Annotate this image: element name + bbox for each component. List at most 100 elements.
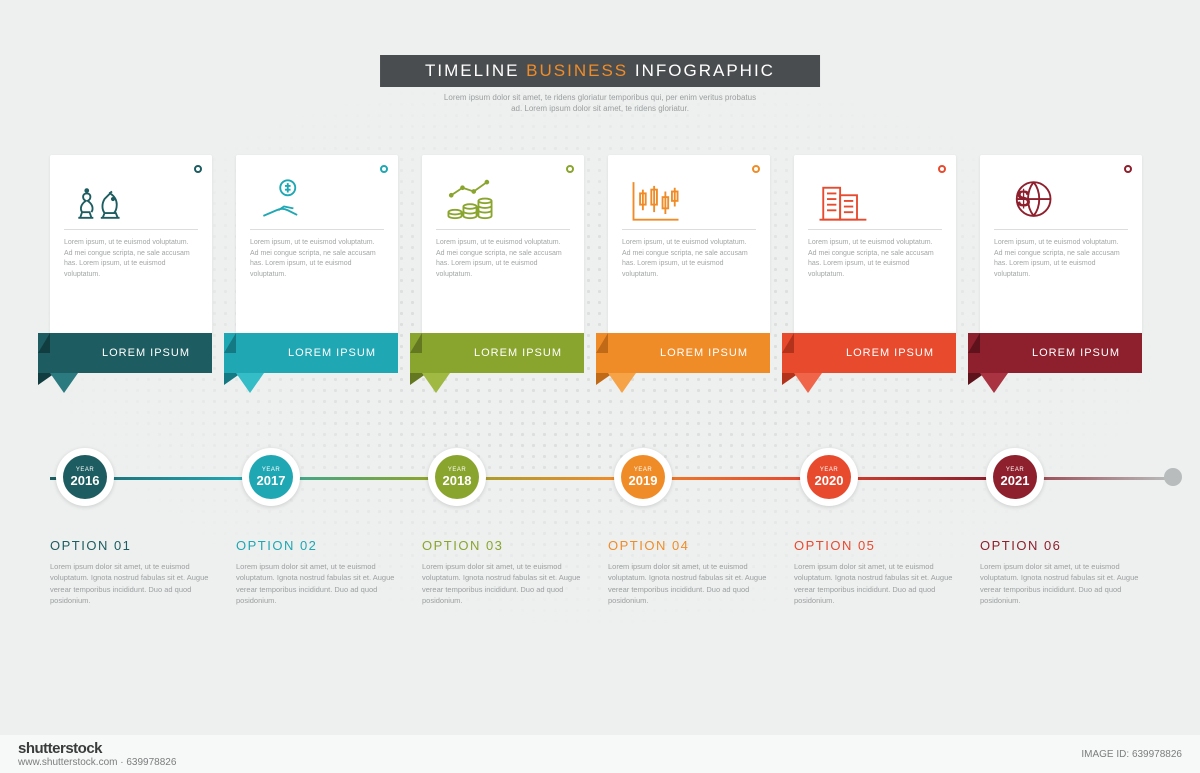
ribbon-flap bbox=[410, 333, 422, 353]
footer-brand: shutterstock bbox=[18, 740, 176, 757]
ribbon-tip bbox=[608, 373, 636, 393]
card-text: Lorem ipsum, ut te euismod voluptatum. A… bbox=[250, 238, 384, 280]
node-inner: YEAR 2019 bbox=[621, 455, 665, 499]
footer-site: www.shutterstock.com · 639978826 bbox=[18, 757, 176, 768]
card-corner-dot bbox=[1124, 165, 1132, 173]
ribbon-tip bbox=[236, 373, 264, 393]
node-inner: YEAR 2021 bbox=[993, 455, 1037, 499]
hand-icon bbox=[254, 173, 314, 225]
ribbon-main: LOREM IPSUM bbox=[224, 333, 398, 373]
card-corner-dot bbox=[566, 165, 574, 173]
ribbon-flap bbox=[596, 333, 608, 353]
chess-icon bbox=[68, 173, 128, 225]
ribbon: LOREM IPSUM bbox=[794, 333, 956, 393]
ribbon: LOREM IPSUM bbox=[980, 333, 1142, 393]
footer-image-id: 639978826 bbox=[1132, 749, 1182, 760]
node-inner: YEAR 2020 bbox=[807, 455, 851, 499]
card-corner-dot bbox=[380, 165, 388, 173]
ribbon-tip bbox=[422, 373, 450, 393]
card-divider bbox=[436, 229, 570, 230]
timeline-node-4: YEAR 2019 bbox=[608, 448, 770, 506]
node-outer: YEAR 2021 bbox=[986, 448, 1044, 506]
ribbon: LOREM IPSUM bbox=[236, 333, 398, 393]
ribbon-tip bbox=[50, 373, 78, 393]
card-divider bbox=[250, 229, 384, 230]
ribbon: LOREM IPSUM bbox=[608, 333, 770, 393]
option-2: OPTION 02 Lorem ipsum dolor sit amet, ut… bbox=[236, 538, 398, 606]
card-5: Lorem ipsum, ut te euismod voluptatum. A… bbox=[794, 155, 956, 393]
card-corner-dot bbox=[194, 165, 202, 173]
option-text: Lorem ipsum dolor sit amet, ut te euismo… bbox=[980, 561, 1142, 606]
ribbon-main: LOREM IPSUM bbox=[410, 333, 584, 373]
option-title: OPTION 05 bbox=[794, 538, 956, 553]
option-1: OPTION 01 Lorem ipsum dolor sit amet, ut… bbox=[50, 538, 212, 606]
ribbon-flap bbox=[782, 333, 794, 353]
node-outer: YEAR 2016 bbox=[56, 448, 114, 506]
timeline-node-3: YEAR 2018 bbox=[422, 448, 584, 506]
card-divider bbox=[994, 229, 1128, 230]
ribbon-main: LOREM IPSUM bbox=[38, 333, 212, 373]
card-3: Lorem ipsum, ut te euismod voluptatum. A… bbox=[422, 155, 584, 393]
ribbon: LOREM IPSUM bbox=[422, 333, 584, 393]
card-divider bbox=[64, 229, 198, 230]
timeline-node-1: YEAR 2016 bbox=[50, 448, 212, 506]
node-outer: YEAR 2018 bbox=[428, 448, 486, 506]
card-body: Lorem ipsum, ut te euismod voluptatum. A… bbox=[608, 155, 770, 335]
card-text: Lorem ipsum, ut te euismod voluptatum. A… bbox=[64, 238, 198, 280]
ribbon-flap bbox=[968, 333, 980, 353]
option-text: Lorem ipsum dolor sit amet, ut te euismo… bbox=[608, 561, 770, 606]
option-text: Lorem ipsum dolor sit amet, ut te euismo… bbox=[422, 561, 584, 606]
node-year: 2017 bbox=[257, 473, 286, 488]
node-outer: YEAR 2020 bbox=[800, 448, 858, 506]
option-title: OPTION 02 bbox=[236, 538, 398, 553]
card-6: $ Lorem ipsum, ut te euismod voluptatum.… bbox=[980, 155, 1142, 393]
node-inner: YEAR 2018 bbox=[435, 455, 479, 499]
coins-icon bbox=[440, 173, 500, 225]
card-row: Lorem ipsum, ut te euismod voluptatum. A… bbox=[50, 155, 1160, 393]
card-body: Lorem ipsum, ut te euismod voluptatum. A… bbox=[236, 155, 398, 335]
card-body: Lorem ipsum, ut te euismod voluptatum. A… bbox=[422, 155, 584, 335]
card-1: Lorem ipsum, ut te euismod voluptatum. A… bbox=[50, 155, 212, 393]
card-text: Lorem ipsum, ut te euismod voluptatum. A… bbox=[436, 238, 570, 280]
card-2: Lorem ipsum, ut te euismod voluptatum. A… bbox=[236, 155, 398, 393]
node-year: 2018 bbox=[443, 473, 472, 488]
header-title-pre: TIMELINE bbox=[425, 61, 519, 80]
ribbon: LOREM IPSUM bbox=[50, 333, 212, 393]
card-corner-dot bbox=[938, 165, 946, 173]
node-outer: YEAR 2017 bbox=[242, 448, 300, 506]
timeline-end-dot bbox=[1164, 468, 1182, 486]
card-divider bbox=[622, 229, 756, 230]
ribbon-main: LOREM IPSUM bbox=[596, 333, 770, 373]
card-divider bbox=[808, 229, 942, 230]
node-year: 2021 bbox=[1001, 473, 1030, 488]
building-icon bbox=[812, 173, 872, 225]
header-title-bar: TIMELINE BUSINESS INFOGRAPHIC bbox=[380, 55, 820, 87]
globe-icon: $ bbox=[998, 173, 1058, 225]
node-outer: YEAR 2019 bbox=[614, 448, 672, 506]
option-text: Lorem ipsum dolor sit amet, ut te euismo… bbox=[50, 561, 212, 606]
option-text: Lorem ipsum dolor sit amet, ut te euismo… bbox=[236, 561, 398, 606]
node-year: 2019 bbox=[629, 473, 658, 488]
option-6: OPTION 06 Lorem ipsum dolor sit amet, ut… bbox=[980, 538, 1142, 606]
ribbon-tip bbox=[980, 373, 1008, 393]
ribbon-flap bbox=[224, 333, 236, 353]
ribbon-tip bbox=[794, 373, 822, 393]
card-text: Lorem ipsum, ut te euismod voluptatum. A… bbox=[808, 238, 942, 280]
card-body: $ Lorem ipsum, ut te euismod voluptatum.… bbox=[980, 155, 1142, 335]
node-inner: YEAR 2016 bbox=[63, 455, 107, 499]
options-row: OPTION 01 Lorem ipsum dolor sit amet, ut… bbox=[50, 538, 1160, 606]
card-4: Lorem ipsum, ut te euismod voluptatum. A… bbox=[608, 155, 770, 393]
ribbon-flap bbox=[38, 333, 50, 353]
option-title: OPTION 06 bbox=[980, 538, 1142, 553]
option-title: OPTION 03 bbox=[422, 538, 584, 553]
svg-text:$: $ bbox=[1017, 186, 1031, 213]
option-text: Lorem ipsum dolor sit amet, ut te euismo… bbox=[794, 561, 956, 606]
card-corner-dot bbox=[752, 165, 760, 173]
node-inner: YEAR 2017 bbox=[249, 455, 293, 499]
ribbon-main: LOREM IPSUM bbox=[782, 333, 956, 373]
header-subtitle: Lorem ipsum dolor sit amet, te ridens gl… bbox=[440, 92, 760, 114]
option-title: OPTION 01 bbox=[50, 538, 212, 553]
footer-bar: shutterstock www.shutterstock.com · 6399… bbox=[0, 735, 1200, 773]
timeline-node-2: YEAR 2017 bbox=[236, 448, 398, 506]
timeline-node-6: YEAR 2021 bbox=[980, 448, 1142, 506]
